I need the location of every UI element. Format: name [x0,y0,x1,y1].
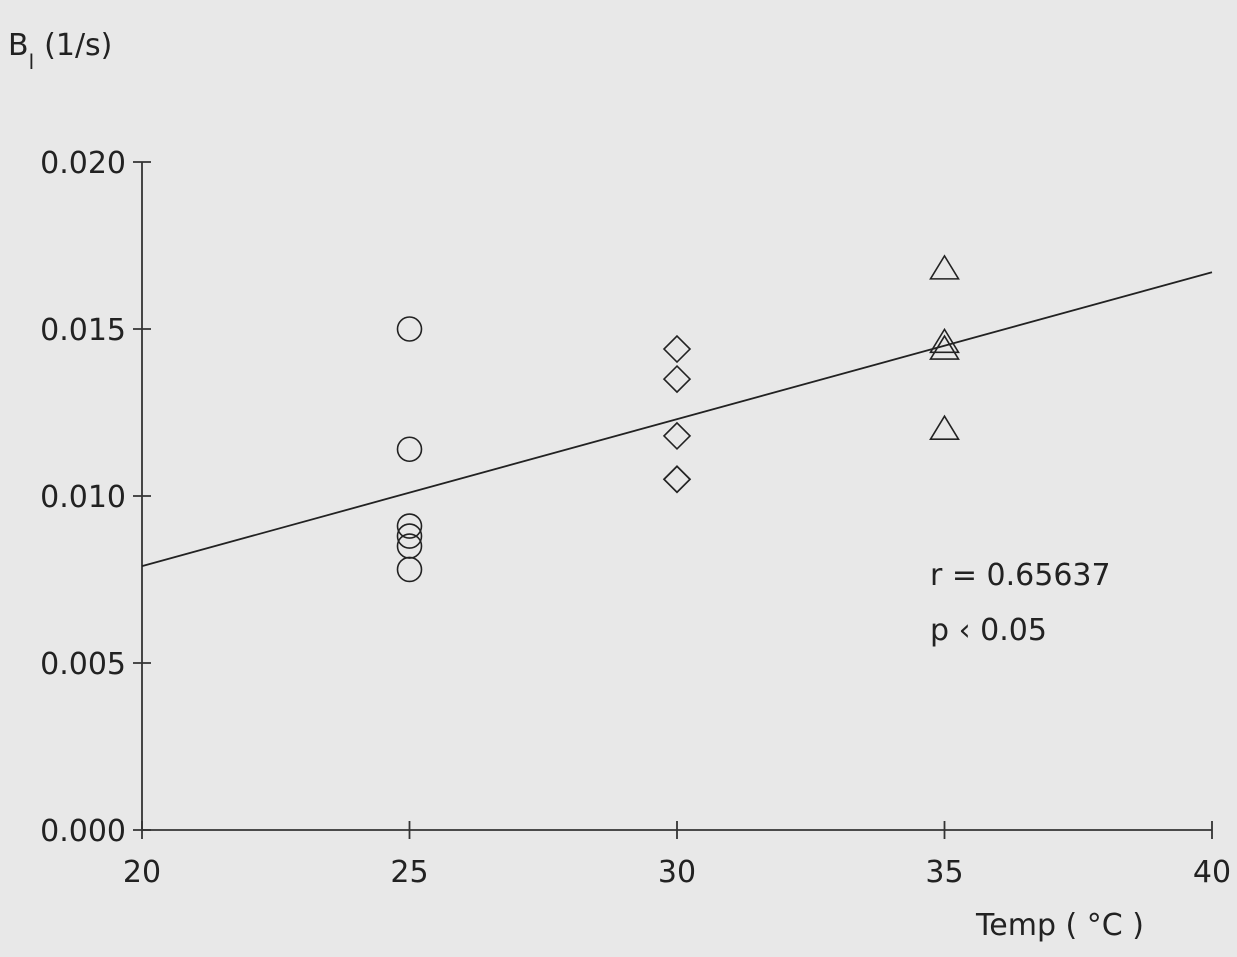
diamond-point [662,364,692,394]
x-ticks: 20 25 30 35 40 [123,821,1231,890]
circle-point [396,556,423,583]
data-points [396,254,960,583]
regression-line [141,271,1213,568]
regression-line-group [141,271,1213,568]
y-axis-title-subscript: l [29,50,35,74]
circle-point [396,523,423,549]
annotation-p: p ‹ 0.05 [930,613,1047,648]
diamond-point [662,421,692,451]
circle-point [396,436,423,463]
triangle-point [929,334,960,360]
y-tick-label: 0.000 [40,814,126,849]
y-tick-label: 0.015 [40,313,126,348]
annotation-r: r = 0.65637 [930,558,1111,593]
y-tick-label: 0.010 [40,480,126,515]
diamond-point [662,334,692,364]
y-tick-label: 0.020 [40,146,126,181]
x-tick-label: 20 [123,855,161,890]
circle-point [396,513,423,539]
y-ticks: 0.000 0.005 0.010 0.015 0.020 [40,146,151,849]
x-axis-title: Temp ( °C ) [975,908,1144,943]
y-axis-title: Bl (1/s) [8,28,112,74]
triangle-point [929,414,960,441]
x-tick-label: 35 [925,855,963,890]
x-tick-label: 30 [658,855,696,890]
x-tick-label: 25 [390,855,428,890]
x-tick-label: 40 [1193,855,1231,890]
y-axis-title-main: B [8,28,29,63]
y-tick-label: 0.005 [40,647,126,682]
circle-point [396,316,423,342]
triangle-point [929,254,960,280]
y-axis-title-unit: (1/s) [44,28,112,63]
triangle-point [929,327,960,354]
diamond-point [662,465,692,494]
diamond-point [662,465,692,494]
